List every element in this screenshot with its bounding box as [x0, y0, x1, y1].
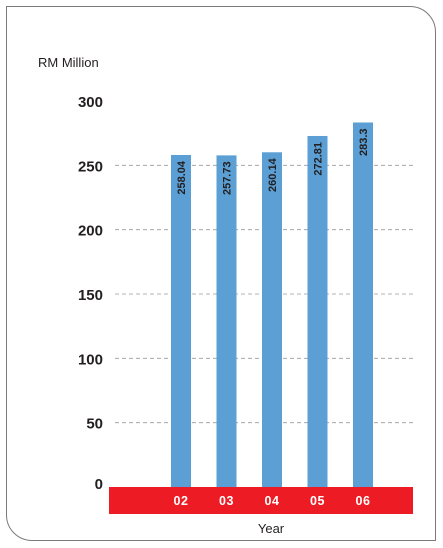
- y-tick-label-50: 50: [86, 416, 103, 433]
- x-tick-label-04: 04: [265, 494, 280, 508]
- bar-05: [307, 135, 328, 487]
- x-tick-label-02: 02: [174, 494, 189, 508]
- bar-04: [262, 152, 282, 487]
- bar-06: [353, 122, 373, 487]
- x-tick-label-05: 05: [310, 494, 325, 508]
- y-tick-label-100: 100: [78, 351, 103, 368]
- y-tick-label-150: 150: [78, 287, 103, 304]
- bar-02: [171, 154, 191, 488]
- y-tick-label-300: 300: [78, 94, 103, 111]
- bars: 258.04 257.73 260.14 272.81 283.3: [171, 122, 373, 488]
- data-label-02: 258.04: [176, 160, 188, 195]
- y-axis-unit-label: RM Million: [38, 55, 99, 70]
- data-label-06: 283.3: [358, 128, 370, 156]
- y-tick-label-200: 200: [78, 223, 103, 240]
- y-tick-label-0: 0: [95, 476, 103, 493]
- y-axis-ticks: 0 50 100 150 200 250 300: [78, 94, 103, 493]
- x-tick-label-06: 06: [356, 494, 371, 508]
- data-label-03: 257.73: [222, 161, 234, 195]
- y-tick-label-250: 250: [78, 158, 103, 175]
- x-axis-ticks: 02 03 04 05 06: [174, 494, 371, 508]
- bar-03: [216, 155, 237, 488]
- x-tick-label-03: 03: [219, 494, 234, 508]
- x-axis-band: [109, 487, 413, 514]
- data-label-05: 272.81: [313, 142, 325, 176]
- x-axis-title: Year: [258, 521, 285, 536]
- data-label-04: 260.14: [267, 157, 279, 192]
